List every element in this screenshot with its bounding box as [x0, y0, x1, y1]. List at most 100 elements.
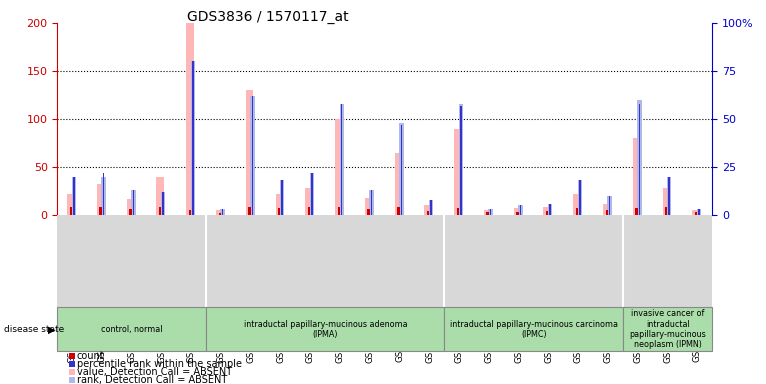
Bar	[394, 152, 402, 215]
Bar	[369, 190, 374, 215]
Bar	[548, 204, 552, 215]
Bar	[667, 177, 672, 215]
Bar	[126, 199, 134, 215]
Bar	[444, 307, 623, 351]
Bar	[186, 23, 194, 215]
Bar	[57, 307, 206, 351]
Bar	[669, 177, 670, 215]
Bar	[281, 180, 283, 215]
Bar	[484, 210, 491, 215]
Bar	[252, 96, 254, 215]
Text: rank, Detection Call = ABSENT: rank, Detection Call = ABSENT	[77, 375, 228, 384]
Bar	[692, 210, 699, 215]
Bar	[489, 209, 491, 215]
Bar	[549, 204, 551, 215]
Bar	[605, 210, 608, 215]
Bar	[103, 173, 104, 215]
Bar	[133, 190, 134, 215]
Bar	[341, 104, 342, 215]
Bar	[623, 307, 712, 351]
Bar	[639, 104, 640, 215]
Bar	[401, 125, 402, 215]
Bar	[371, 190, 372, 215]
Text: ▶: ▶	[48, 324, 56, 334]
Text: count: count	[77, 351, 104, 361]
Bar	[546, 211, 548, 215]
Bar	[67, 194, 74, 215]
Bar	[579, 180, 581, 215]
Bar	[338, 207, 340, 215]
Bar	[427, 211, 429, 215]
Bar	[191, 61, 195, 215]
Bar	[335, 119, 342, 215]
Bar	[397, 207, 400, 215]
Bar	[454, 129, 462, 215]
Bar	[543, 207, 551, 215]
Text: control, normal: control, normal	[101, 325, 162, 334]
Bar	[101, 177, 106, 215]
Bar	[159, 207, 162, 215]
Bar	[100, 207, 102, 215]
Bar	[129, 209, 132, 215]
Bar	[424, 205, 432, 215]
Bar	[276, 194, 283, 215]
Text: value, Detection Call = ABSENT: value, Detection Call = ABSENT	[77, 367, 232, 377]
Bar	[518, 205, 522, 215]
Bar	[430, 200, 432, 215]
Bar	[73, 177, 74, 215]
Bar	[221, 209, 225, 215]
Bar	[131, 190, 136, 215]
Bar	[278, 208, 280, 215]
Bar	[607, 196, 612, 215]
Bar	[222, 209, 224, 215]
Bar	[308, 207, 310, 215]
Bar	[156, 177, 164, 215]
Bar	[635, 208, 637, 215]
Bar	[216, 210, 224, 215]
Bar	[603, 204, 611, 215]
Bar	[429, 200, 434, 215]
Bar	[399, 123, 404, 215]
Bar	[246, 90, 254, 215]
Bar	[280, 180, 284, 215]
Bar	[161, 192, 165, 215]
Bar	[489, 209, 493, 215]
Bar	[192, 61, 194, 215]
Bar	[516, 212, 519, 215]
Text: intraductal papillary-mucinous carcinoma
(IPMC): intraductal papillary-mucinous carcinoma…	[450, 319, 617, 339]
Bar	[695, 212, 697, 215]
Bar	[248, 207, 250, 215]
Bar	[218, 213, 221, 215]
Bar	[188, 210, 191, 215]
Text: intraductal papillary-mucinous adenoma
(IPMA): intraductal papillary-mucinous adenoma (…	[244, 319, 408, 339]
Bar	[97, 184, 104, 215]
Bar	[578, 180, 582, 215]
Bar	[250, 96, 254, 215]
Text: invasive cancer of
intraductal
papillary-mucinous
neoplasm (IPMN): invasive cancer of intraductal papillary…	[630, 309, 706, 349]
Bar	[514, 208, 521, 215]
Bar	[309, 173, 314, 215]
Bar	[519, 205, 521, 215]
Bar	[457, 208, 459, 215]
Bar	[697, 209, 701, 215]
Bar	[306, 188, 313, 215]
Bar	[663, 188, 670, 215]
Bar	[609, 196, 611, 215]
Bar	[339, 104, 344, 215]
Bar	[460, 106, 462, 215]
Bar	[365, 198, 372, 215]
Bar	[633, 138, 640, 215]
Bar	[206, 307, 444, 351]
Bar	[573, 194, 581, 215]
Text: GDS3836 / 1570117_at: GDS3836 / 1570117_at	[188, 10, 349, 23]
Bar	[459, 104, 463, 215]
Text: disease state: disease state	[4, 325, 64, 334]
Bar	[71, 177, 76, 215]
Bar	[162, 192, 164, 215]
Text: percentile rank within the sample: percentile rank within the sample	[77, 359, 242, 369]
Bar	[311, 173, 313, 215]
Bar	[576, 208, 578, 215]
Bar	[368, 209, 370, 215]
Bar	[70, 207, 72, 215]
Bar	[486, 212, 489, 215]
